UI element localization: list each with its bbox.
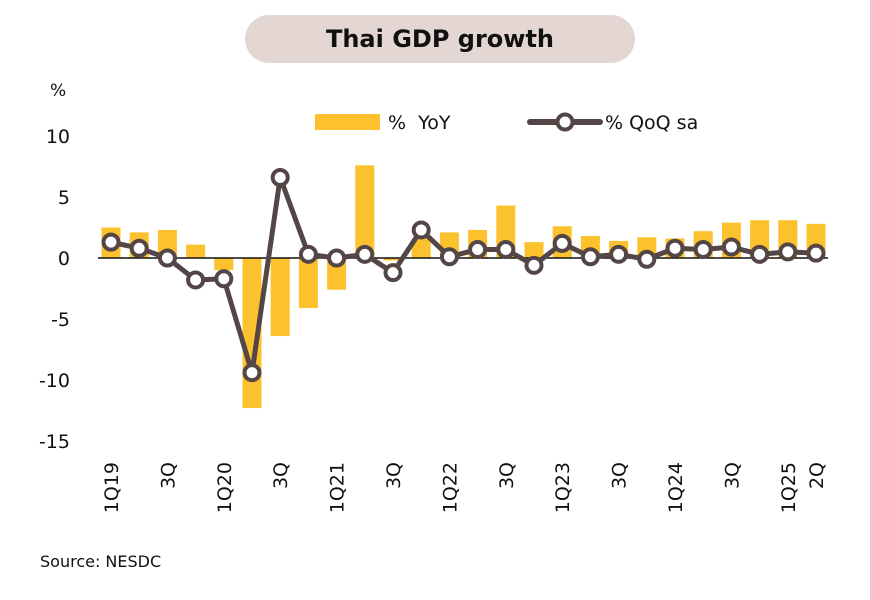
- qoq-point: [609, 244, 629, 264]
- x-tick-label: 1Q23: [552, 462, 574, 513]
- qoq-point: [806, 243, 826, 263]
- yoy-bar: [298, 258, 318, 309]
- qoq-point: [778, 242, 798, 262]
- qoq-point: [524, 255, 544, 275]
- qoq-point: [214, 269, 234, 289]
- x-tick-label: 1Q24: [665, 462, 687, 513]
- qoq-point: [693, 239, 713, 259]
- x-tick-label: 3Q: [383, 462, 405, 489]
- y-tick-label: 5: [58, 187, 70, 209]
- qoq-point: [383, 263, 403, 283]
- qoq-point: [580, 247, 600, 267]
- yoy-bar: [186, 244, 206, 258]
- qoq-point: [637, 249, 657, 269]
- yoy-bar: [383, 258, 403, 261]
- y-tick-label: -15: [39, 431, 70, 453]
- legend-bar-label: % YoY: [388, 112, 451, 134]
- x-tick-label: 1Q20: [214, 462, 236, 513]
- y-axis-labels: 10 5 0 -5 -10 -15: [39, 126, 70, 453]
- qoq-point: [439, 247, 459, 267]
- x-tick-label: 3Q: [721, 462, 743, 489]
- qoq-point: [327, 248, 347, 268]
- x-tick-label: 1Q19: [101, 462, 123, 513]
- legend-line-marker: [555, 112, 575, 132]
- qoq-point: [721, 237, 741, 257]
- line-series: [101, 167, 826, 383]
- y-tick-label: -10: [39, 370, 70, 392]
- qoq-point: [186, 270, 206, 290]
- x-tick-label: 1Q25: [778, 462, 800, 513]
- x-tick-label: 3Q: [270, 462, 292, 489]
- qoq-point: [750, 244, 770, 264]
- x-tick-label: 2Q: [806, 462, 828, 489]
- yoy-bar: [524, 242, 544, 258]
- chart-title: Thai GDP growth: [325, 25, 555, 53]
- legend-line-label: % QoQ sa: [605, 112, 698, 134]
- y-tick-label: -5: [51, 309, 70, 331]
- y-tick-label: 0: [58, 248, 70, 270]
- y-axis-unit-label: %: [50, 81, 66, 101]
- qoq-point: [468, 239, 488, 259]
- legend-bar-swatch: [315, 114, 380, 130]
- yoy-bar: [270, 258, 290, 337]
- qoq-point: [298, 244, 318, 264]
- qoq-point: [242, 363, 262, 383]
- x-axis-labels: 1Q19 3Q 1Q20 3Q 1Q21 3Q 1Q22 3Q 1Q23 3Q 1Q24 3Q 1Q25…: [101, 462, 828, 513]
- yoy-bar: [411, 238, 431, 258]
- x-tick-label: 3Q: [157, 462, 179, 489]
- qoq-point: [355, 244, 375, 264]
- qoq-point: [496, 239, 516, 259]
- qoq-point: [129, 238, 149, 258]
- x-tick-label: 1Q22: [439, 462, 461, 513]
- qoq-point: [101, 232, 121, 252]
- qoq-point: [552, 233, 572, 253]
- qoq-point: [157, 248, 177, 268]
- bar-series: [101, 165, 826, 409]
- y-tick-label: 10: [46, 126, 70, 148]
- x-tick-label: 1Q21: [327, 462, 349, 513]
- x-tick-label: 3Q: [609, 462, 631, 489]
- chart-title-pill: Thai GDP growth: [245, 15, 635, 63]
- yoy-bar: [355, 165, 375, 258]
- source-note: Source: NESDC: [40, 552, 162, 571]
- x-tick-label: 3Q: [496, 462, 518, 489]
- qoq-point: [665, 238, 685, 258]
- qoq-point: [411, 220, 431, 240]
- qoq-point: [270, 167, 290, 187]
- legend: % YoY % QoQ sa: [315, 112, 698, 134]
- yoy-bar: [214, 258, 234, 271]
